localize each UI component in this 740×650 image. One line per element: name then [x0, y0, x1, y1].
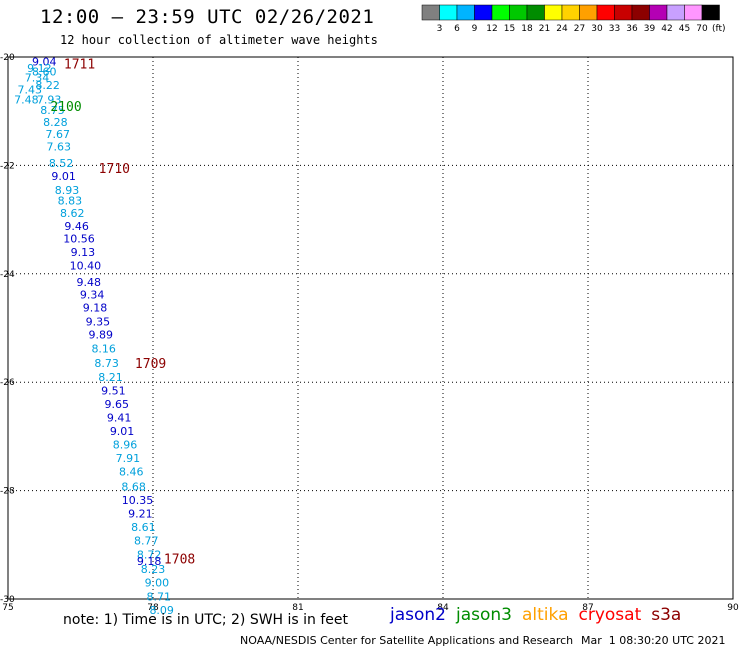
wave-height-label: 8.93	[55, 184, 80, 197]
legend-entry-s3a: s3a	[651, 605, 682, 625]
wave-height-label: 7.93	[37, 93, 62, 106]
y-tick-label: -20	[0, 53, 15, 63]
wave-height-label: 8.46	[119, 466, 144, 479]
wave-height-label: 7.34	[25, 72, 50, 85]
wave-height-label: 8.73	[94, 357, 119, 370]
y-tick-label: -22	[0, 161, 15, 171]
plot-frame	[7, 56, 734, 600]
x-tick-label: 75	[2, 603, 13, 613]
legend-entry-altika: altika	[522, 605, 569, 625]
wave-height-label: 8.77	[134, 534, 159, 547]
wave-height-label: 8.61	[131, 521, 156, 534]
chart-subtitle: 12 hour collection of altimeter wave hei…	[60, 33, 378, 47]
wave-height-label: 9.18	[137, 555, 162, 568]
wave-height-label: 9.13	[71, 246, 96, 259]
wave-height-label: 10.35	[122, 494, 154, 507]
wave-height-label: 8.60	[32, 66, 57, 79]
wave-height-label: 7.43	[18, 84, 43, 97]
wave-height-label: 9.48	[76, 276, 101, 289]
wave-height-label: 8.23	[141, 563, 166, 576]
wave-height-label: 8.09	[149, 604, 174, 617]
wave-height-label: 8.22	[35, 79, 60, 92]
wave-height-label: 9.65	[105, 398, 130, 411]
colorbar-tick-label: 36	[626, 24, 638, 34]
colorbar-swatch	[701, 4, 720, 21]
wave-height-label: 9.01	[51, 170, 76, 183]
wave-height-label: 8.21	[98, 371, 123, 384]
wave-height-label: 9.01	[110, 425, 135, 438]
wave-height-label: 8.52	[49, 157, 74, 170]
legend-entry-jason3: jason3	[456, 605, 512, 625]
legend-entry-jason2: jason2	[390, 605, 446, 625]
credit-line: NOAA/NESDIS Center for Satellite Applica…	[240, 634, 574, 647]
y-tick-label: -26	[0, 378, 15, 388]
colorbar-tick-label: 24	[556, 24, 568, 34]
wave-height-label: 9.18	[83, 301, 108, 314]
wave-height-label: 9.34	[80, 288, 105, 301]
x-tick-label: 84	[437, 603, 449, 613]
wave-height-label: 8.16	[91, 343, 116, 356]
wave-height-label: 8.62	[60, 207, 85, 220]
chart-title: 12:00 — 23:59 UTC 02/26/2021	[40, 6, 375, 28]
generated-timestamp: Mar 1 08:30:20 UTC 2021	[581, 634, 726, 647]
wave-height-label: 10.40	[70, 260, 102, 273]
wave-height-label: 7.91	[116, 452, 141, 465]
x-tick-label: 78	[147, 603, 159, 613]
colorbar-tick-label: 18	[521, 24, 533, 34]
wave-height-label: 7.63	[47, 140, 72, 153]
wave-height-label: 9.00	[145, 577, 170, 590]
wave-height-label: 9.21	[128, 507, 153, 520]
colorbar-tick-label: 9	[472, 24, 478, 34]
colorbar-tick-label: 12	[486, 24, 497, 34]
legend-entry-cryosat: cryosat	[578, 605, 642, 625]
y-tick-label: -30	[0, 595, 15, 605]
pass-time-label: 1709	[135, 357, 166, 372]
legend: jason2 jason3 altika cryosat s3a	[390, 605, 691, 625]
colorbar-tick-label: 30	[591, 24, 603, 34]
wave-height-label: 8.68	[121, 480, 146, 493]
pass-time-label: 1708	[164, 552, 195, 567]
wave-height-label: 8.28	[43, 116, 68, 129]
y-tick-label: -28	[0, 487, 15, 497]
wave-height-label: 9.51	[101, 384, 126, 397]
x-tick-label: 81	[292, 603, 303, 613]
colorbar-tick-label: 15	[504, 24, 515, 34]
wave-height-label: 9.46	[64, 220, 89, 233]
pass-time-label: 1710	[99, 162, 130, 177]
colorbar-tick-label: 45	[679, 24, 690, 34]
pass-time-label: 2100	[50, 100, 81, 115]
colorbar: 3 6 9 12 15 18 21 24 27 30 33 36 39 42 45 70 (ft)	[421, 4, 726, 34]
wave-height-label: 9.35	[86, 315, 111, 328]
y-tick-label: -24	[0, 270, 15, 280]
x-tick-label: 87	[582, 603, 593, 613]
colorbar-unit: (ft)	[712, 24, 726, 34]
wave-height-label: 8.71	[147, 590, 172, 603]
wave-height-label: 10.56	[63, 233, 95, 246]
x-tick-label: 90	[727, 603, 739, 613]
wave-height-label: 8.75	[40, 104, 65, 117]
colorbar-tick-label: 3	[437, 24, 443, 34]
wave-height-label: 7.48	[14, 93, 39, 106]
colorbar-tick-label: 27	[574, 24, 585, 34]
colorbar-tick-label: 6	[454, 24, 460, 34]
wave-height-label: 8.83	[58, 195, 83, 208]
pass-time-label: 1711	[64, 58, 95, 73]
wave-height-label: 9.41	[107, 411, 132, 424]
colorbar-tick-label: 70	[696, 24, 708, 34]
wave-height-label: 9.04	[32, 55, 57, 68]
colorbar-tick-label: 42	[661, 24, 672, 34]
wave-height-label: 7.67	[46, 128, 71, 141]
footnote: note: 1) Time is in UTC; 2) SWH is in fe…	[63, 612, 349, 628]
colorbar-tick-label: 21	[539, 24, 550, 34]
colorbar-tick-label: 33	[609, 24, 620, 34]
wave-height-label: 9.89	[89, 329, 114, 342]
wave-height-label: 8.96	[113, 439, 138, 452]
wave-height-label: 9.12	[27, 62, 52, 75]
wave-height-label: 8.72	[137, 549, 162, 562]
colorbar-tick-label: 39	[644, 24, 656, 34]
